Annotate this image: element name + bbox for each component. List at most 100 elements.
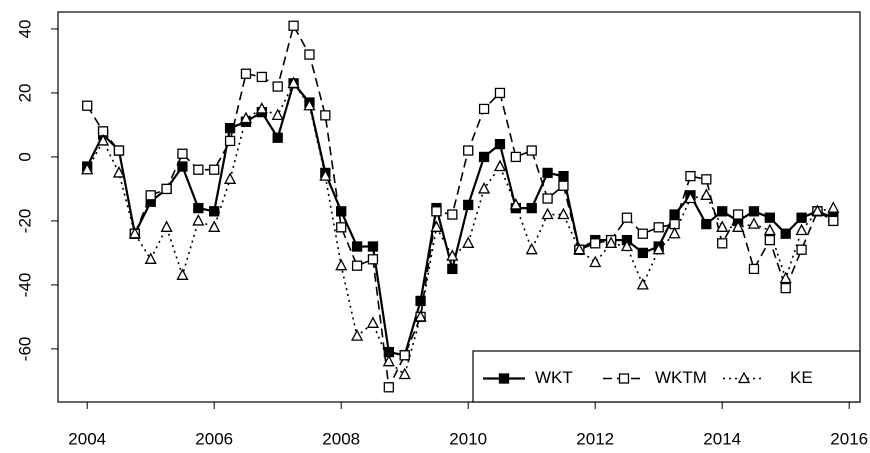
triangle-marker xyxy=(430,220,443,232)
x-tick-label: 2008 xyxy=(322,429,360,448)
square-marker xyxy=(701,174,712,185)
triangle-marker xyxy=(176,268,189,280)
square-marker xyxy=(542,193,553,204)
triangle-marker xyxy=(652,242,665,255)
square-marker xyxy=(209,164,220,175)
triangle-marker xyxy=(700,188,713,200)
square-marker xyxy=(367,254,379,265)
square-marker xyxy=(304,49,315,60)
square-marker xyxy=(193,164,204,175)
triangle-marker xyxy=(779,271,792,284)
square-marker xyxy=(240,68,252,79)
square-marker xyxy=(145,190,156,201)
triangle-marker xyxy=(303,98,316,111)
triangle-marker xyxy=(160,220,173,232)
square-marker xyxy=(336,206,347,217)
triangle-marker xyxy=(557,207,570,220)
square-marker xyxy=(764,234,775,246)
triangle-marker xyxy=(573,242,586,255)
triangle-marker xyxy=(620,239,634,252)
y-tick-label: -40 xyxy=(15,273,34,298)
square-marker xyxy=(463,145,474,156)
square-marker xyxy=(717,238,728,249)
legend-marker xyxy=(498,373,510,384)
triangle-marker xyxy=(112,166,126,178)
square-marker xyxy=(764,212,775,223)
square-marker xyxy=(478,103,490,115)
square-marker xyxy=(351,260,363,271)
square-marker xyxy=(780,282,791,294)
y-tick-label: 20 xyxy=(15,83,34,102)
square-marker xyxy=(494,138,506,150)
square-marker xyxy=(796,212,807,223)
square-marker xyxy=(177,148,188,159)
triangle-marker xyxy=(287,76,300,88)
square-marker xyxy=(256,71,267,83)
square-marker xyxy=(447,209,458,220)
triangle-marker xyxy=(144,252,157,264)
square-marker xyxy=(383,382,394,393)
square-marker xyxy=(82,100,93,111)
x-tick-label: 2010 xyxy=(449,429,487,448)
triangle-marker xyxy=(605,236,618,248)
triangle-marker xyxy=(128,226,141,239)
square-marker xyxy=(336,222,347,233)
triangle-marker xyxy=(462,236,475,248)
triangle-marker xyxy=(493,159,507,172)
square-marker xyxy=(732,209,744,220)
x-tick-label: 2006 xyxy=(195,429,233,448)
triangle-marker xyxy=(811,204,824,216)
square-marker xyxy=(637,228,648,239)
legend-marker xyxy=(737,371,751,384)
square-marker xyxy=(494,87,506,99)
legend-label: KE xyxy=(790,368,813,387)
square-marker xyxy=(113,145,125,156)
square-marker xyxy=(748,263,760,275)
triangle-marker xyxy=(239,111,253,124)
square-marker xyxy=(621,212,633,223)
triangle-marker xyxy=(795,223,808,236)
square-marker xyxy=(780,228,791,239)
triangle-marker xyxy=(478,182,491,194)
triangle-marker xyxy=(541,207,554,220)
square-marker xyxy=(717,206,728,217)
square-marker xyxy=(748,206,760,217)
x-tick-label: 2016 xyxy=(830,429,868,448)
x-tick-label: 2014 xyxy=(703,429,741,448)
triangle-marker xyxy=(97,134,110,146)
square-marker xyxy=(669,209,680,220)
square-marker xyxy=(367,241,379,252)
triangle-marker xyxy=(827,201,840,213)
square-marker xyxy=(447,263,458,275)
square-marker xyxy=(351,241,363,252)
triangle-marker xyxy=(763,223,776,236)
triangle-marker xyxy=(716,220,729,232)
triangle-marker xyxy=(509,198,522,210)
triangle-marker xyxy=(525,242,538,255)
square-marker xyxy=(542,167,553,179)
triangle-marker xyxy=(732,220,745,232)
triangle-marker xyxy=(335,258,348,271)
square-marker xyxy=(653,222,664,233)
triangle-marker xyxy=(589,255,602,268)
triangle-marker xyxy=(636,278,649,290)
square-marker xyxy=(177,161,188,172)
triangle-marker xyxy=(382,354,395,367)
square-marker xyxy=(796,244,807,255)
triangle-marker xyxy=(81,162,94,175)
triangle-marker xyxy=(747,217,761,229)
square-marker xyxy=(161,183,172,195)
legend-label: WKTM xyxy=(655,368,707,387)
square-marker xyxy=(685,170,696,182)
square-marker xyxy=(590,238,601,249)
square-marker xyxy=(209,206,220,217)
triangle-marker xyxy=(684,191,697,204)
triangle-marker xyxy=(224,172,237,184)
triangle-marker xyxy=(446,249,459,261)
square-marker xyxy=(320,110,331,121)
triangle-marker xyxy=(366,316,380,328)
plot-box xyxy=(57,11,861,403)
y-tick-label: -60 xyxy=(15,337,34,362)
x-tick-label: 2004 xyxy=(68,429,106,448)
square-marker xyxy=(193,202,204,214)
